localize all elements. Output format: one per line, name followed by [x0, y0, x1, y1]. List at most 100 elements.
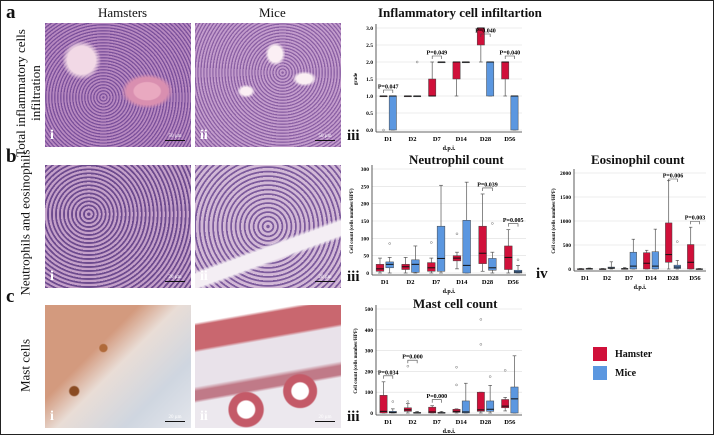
p-value-label: P=0.039 [477, 182, 498, 188]
p-value-label: P=0.005 [503, 218, 524, 224]
x-axis-label: d.p.i. [443, 429, 456, 433]
x-tick-label: D56 [689, 275, 701, 282]
significance-bracket [383, 375, 394, 379]
y-tick-label: 300 [365, 349, 374, 355]
label-iii: iii [347, 128, 360, 144]
box-mice-d14 [461, 400, 470, 414]
label-i: i [50, 409, 54, 424]
x-tick-label: D28 [480, 419, 492, 426]
panel-letter-b: b [6, 146, 17, 167]
y-tick-label: 400 [365, 328, 374, 334]
outlier-point [455, 383, 458, 387]
x-tick-label: D1 [384, 419, 392, 426]
row-label-a: Total inflammatory cells infiltration [13, 28, 43, 158]
scale-bar: 20 µm [165, 275, 185, 282]
y-axis-label: Cell count (cells number/HPF) [552, 188, 557, 253]
box-mice-d28 [486, 61, 495, 97]
y-tick-label: 1000 [560, 219, 571, 225]
box-hamster-d28 [476, 391, 485, 412]
column-header-hamsters: Hamsters [98, 5, 148, 20]
x-tick-label: D14 [456, 136, 468, 143]
box-mice-d7 [629, 251, 637, 270]
chart-mast-cell: 0 100 200 300 400 500 Cell count (cells number… [354, 305, 522, 433]
label-i: i [50, 269, 54, 284]
box-hamster-d56 [501, 399, 510, 409]
y-tick-label: 1.0 [366, 94, 373, 100]
outlier-point [455, 365, 458, 369]
box-hamster-d28 [478, 225, 487, 264]
y-tick-label: 3.0 [366, 26, 373, 32]
y-tick-label: 50 [364, 254, 370, 260]
outlier-point [503, 369, 507, 372]
x-tick-label: D1 [581, 275, 589, 282]
label-ii: ii [200, 269, 208, 284]
x-axis-label: d.p.i. [634, 285, 647, 291]
outlier-point [415, 60, 419, 64]
outlier-point [479, 343, 483, 346]
outlier-point [676, 240, 679, 243]
y-tick-label: 100 [365, 390, 374, 396]
y-tick-label: 250 [361, 184, 370, 190]
p-value-label: P=0.003 [685, 216, 706, 222]
x-tick-label: D2 [407, 279, 415, 286]
box-hamster-d14 [452, 409, 461, 413]
micrograph-a-mice: ii 50 µm [195, 23, 341, 147]
x-axis-label: d.p.i. [443, 289, 456, 295]
micrograph-c-hamster: i 20 µm [45, 305, 191, 428]
significance-bracket [482, 187, 493, 191]
outlier-point [406, 364, 410, 368]
legend-label-hamster: Hamster [615, 349, 653, 360]
outlier-point [388, 242, 391, 245]
y-tick-label: 150 [361, 219, 370, 225]
x-tick-label: D28 [667, 275, 679, 282]
box-mice-d2 [411, 259, 420, 273]
significance-bracket [690, 220, 700, 225]
x-tick-label: D2 [409, 136, 417, 143]
x-tick-label: D28 [480, 136, 492, 143]
x-tick-label: D1 [384, 136, 392, 143]
micrograph-a-hamster: i 50 µm [45, 23, 191, 147]
y-tick-label: 2.5 [366, 43, 373, 49]
chart-title-neutrophil: Neutrophil count [409, 152, 504, 167]
outlier-point [479, 318, 483, 321]
row-label-a-line2: infiltration [28, 65, 43, 121]
x-tick-label: D7 [625, 275, 634, 282]
scale-bar: 20 µm [315, 415, 335, 422]
chart-title-inflammation: Inflammatory cell infiltartion [378, 5, 542, 20]
label-ii: ii [200, 409, 208, 424]
outlier-point [491, 222, 494, 225]
box-mice-d1 [385, 261, 394, 269]
label-ii: ii [200, 128, 208, 143]
scale-bar: 20 µm [315, 275, 335, 282]
y-tick-label: 0 [370, 411, 373, 417]
outlier-point [406, 400, 410, 403]
y-tick-label: 1.5 [366, 77, 373, 83]
box-mice-d28 [486, 400, 495, 412]
y-tick-label: 500 [365, 307, 374, 313]
p-value-label: P=0.000 [402, 355, 423, 361]
p-value-label: P=0.040 [500, 51, 521, 57]
x-tick-label: D28 [482, 279, 494, 286]
x-tick-label: D14 [645, 275, 657, 282]
box-mice-d14 [651, 251, 659, 270]
significance-bracket [480, 33, 491, 37]
box-mice-d7 [436, 225, 446, 272]
y-tick-label: 200 [365, 369, 374, 375]
label-iv: iv [536, 266, 548, 282]
y-tick-label: 0.5 [366, 111, 373, 117]
p-value-label: P=0.034 [378, 370, 399, 376]
y-tick-label: 1500 [560, 195, 571, 201]
x-tick-label: D56 [508, 279, 520, 286]
p-value-label: P=0.000 [427, 394, 448, 400]
box-hamster-d56 [687, 244, 695, 270]
y-tick-label: 200 [361, 202, 370, 208]
chart-eosinophil: 0 500 1000 1500 2000 Cell count (cells number… [552, 169, 706, 291]
chart-title-mast: Mast cell count [413, 296, 498, 311]
label-i: i [50, 128, 54, 143]
panel-letter-c: c [6, 286, 15, 307]
y-tick-label: 2000 [560, 171, 571, 177]
p-value-label: P=0.040 [475, 29, 496, 35]
x-tick-label: D2 [603, 275, 611, 282]
outlier-point [382, 128, 385, 132]
significance-bracket [383, 89, 394, 93]
